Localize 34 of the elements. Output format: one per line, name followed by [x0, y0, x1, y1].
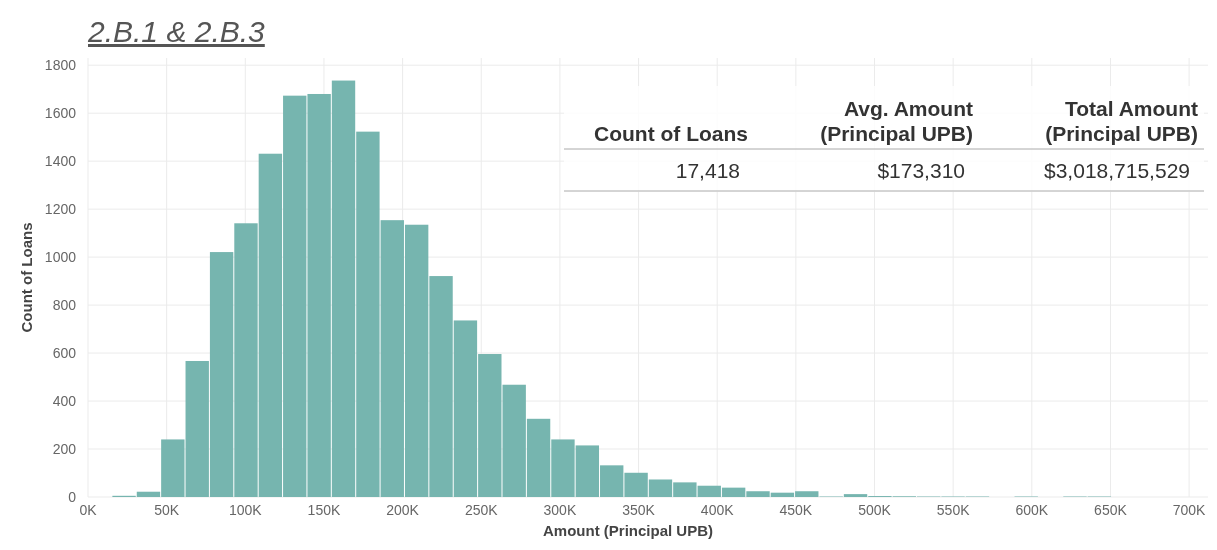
x-tick-label: 650K: [1094, 502, 1128, 518]
x-tick-label: 600K: [1015, 502, 1049, 518]
x-tick-label: 250K: [464, 502, 499, 518]
y-tick-label: 800: [52, 297, 77, 314]
y-tick-label: 1400: [44, 153, 77, 170]
x-tick-label: 0K: [79, 502, 98, 518]
y-tick-label: 200: [52, 441, 77, 458]
x-tick-label: 200K: [386, 502, 420, 518]
y-tick-label: 600: [52, 345, 77, 362]
x-tick-label: 400K: [700, 502, 735, 518]
x-tick-label: 500K: [858, 502, 892, 518]
x-tick-label: 150K: [307, 502, 341, 518]
chart-title: 2.B.1 & 2.B.3: [87, 15, 266, 48]
x-axis-title: Amount (Principal UPB): [542, 522, 714, 539]
annotation: Count of Loans: [594, 122, 748, 145]
annotation: 17,418: [675, 159, 740, 182]
x-tick-label: 550K: [936, 502, 971, 518]
y-tick-label: 1800: [44, 57, 77, 74]
x-tick-label: 50K: [154, 502, 180, 518]
y-axis-title: Count of Loans: [18, 222, 35, 333]
annotation: Avg. Amount (Principal UPB): [820, 97, 973, 145]
x-tick-label: 700K: [1172, 502, 1207, 518]
y-tick-label: 1000: [44, 249, 77, 266]
annotation: $173,310: [877, 159, 965, 182]
annotation: $3,018,715,529: [1044, 159, 1190, 182]
x-tick-label: 100K: [228, 502, 263, 518]
y-tick-label: 1200: [44, 201, 77, 218]
y-tick-label: 400: [52, 393, 77, 410]
x-tick-label: 450K: [779, 502, 813, 518]
y-tick-label: 0: [68, 489, 77, 505]
x-tick-label: 300K: [543, 502, 577, 518]
y-tick-label: 1600: [44, 105, 77, 122]
annotation: Total Amount (Principal UPB): [1045, 97, 1198, 145]
x-tick-label: 350K: [622, 502, 656, 518]
